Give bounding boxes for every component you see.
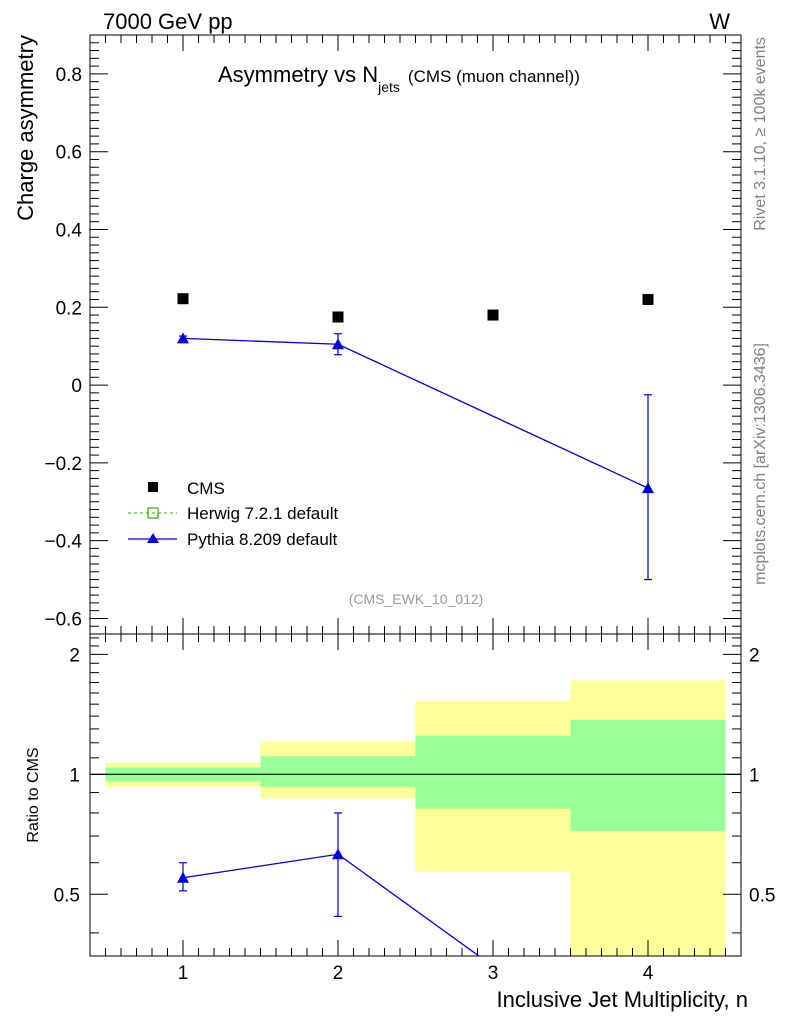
title-main: Asymmetry vs N — [218, 62, 378, 87]
xtick-label: 1 — [178, 963, 189, 984]
main-ytick-label: 0 — [71, 376, 82, 397]
main-ytick-label: 0.4 — [56, 220, 83, 241]
source-label: mcplots.cern.ch [arXiv:1306.3436] — [752, 343, 769, 585]
legend-pythia-marker — [147, 533, 159, 543]
ratio-ytick-label-right: 2 — [749, 645, 760, 666]
main-ytick-label: 0.2 — [56, 298, 82, 319]
ratio-band-green — [570, 719, 726, 832]
ratio-ytick-label: 2 — [69, 645, 80, 666]
svg-text:Asymmetry vs Njets(CMS (muon c: Asymmetry vs Njets (CMS (muon channel)) — [218, 62, 580, 95]
ratio-ytick-label: 1 — [69, 765, 80, 786]
cms-point — [642, 293, 654, 305]
energy-label: 7000 GeV pp — [103, 9, 233, 34]
ratio-band-green — [260, 756, 416, 787]
ratio-ytick-label-right: 0.5 — [749, 885, 775, 906]
pythia-point — [642, 482, 654, 494]
main-ytick-label: −0.4 — [44, 532, 82, 553]
xtick-label: 2 — [333, 963, 344, 984]
main-title: Asymmetry vs Njets (CMS (muon channel)) — [218, 62, 580, 95]
xlabel: Inclusive Jet Multiplicity, n — [497, 987, 748, 1012]
analysis-id: (CMS_EWK_10_012) — [349, 591, 484, 607]
ratio-panel: 1 2 3 4 0.5 0.5 1 1 2 2 Ratio to CMS Inclusive Je… — [25, 633, 775, 1012]
legend-herwig-marker — [147, 507, 159, 519]
xtick-label: 3 — [488, 963, 499, 984]
ratio-ylabel: Ratio to CMS — [25, 747, 42, 842]
title-tail: (CMS (muon channel)) — [408, 67, 580, 86]
legend: CMS Herwig 7.2.1 default Pythia 8.209 de… — [128, 479, 338, 549]
main-ytick-label: 0.6 — [56, 143, 82, 164]
main-ytick-label: 0.8 — [56, 65, 82, 86]
title-sub: jets — [377, 79, 400, 95]
pythia-point — [177, 332, 189, 344]
pythia-point — [332, 338, 344, 350]
legend-cms-marker — [148, 482, 158, 492]
cms-point — [332, 311, 344, 323]
ratio-ytick-label: 0.5 — [54, 885, 80, 906]
ratio-pythia-point — [177, 871, 189, 883]
ratio-series-group — [177, 812, 481, 956]
legend-cms-label: CMS — [187, 479, 225, 498]
ratio-band-green — [415, 735, 571, 809]
pythia-line — [182, 337, 649, 489]
ratio-pythia-point — [332, 848, 344, 860]
ratio-frame — [89, 633, 742, 957]
ratio-ytick-label-right: 1 — [749, 765, 760, 786]
main-ytick-label: −0.6 — [44, 609, 82, 630]
xtick-label: 4 — [643, 963, 654, 984]
process-label: W — [709, 9, 730, 34]
cms-point — [177, 293, 189, 305]
main-ytick-label: −0.2 — [44, 454, 82, 475]
rivet-label: Rivet 3.1.10, ≥ 100k events — [752, 37, 769, 231]
legend-pythia-label: Pythia 8.209 default — [187, 530, 338, 549]
main-ylabel: Charge asymmetry — [13, 35, 38, 221]
main-panel: −0.6 −0.4 −0.2 0 0.2 0.4 0.6 0.8 Charge asymmet… — [13, 34, 742, 635]
cms-point — [487, 309, 499, 321]
legend-herwig-label: Herwig 7.2.1 default — [187, 504, 338, 523]
